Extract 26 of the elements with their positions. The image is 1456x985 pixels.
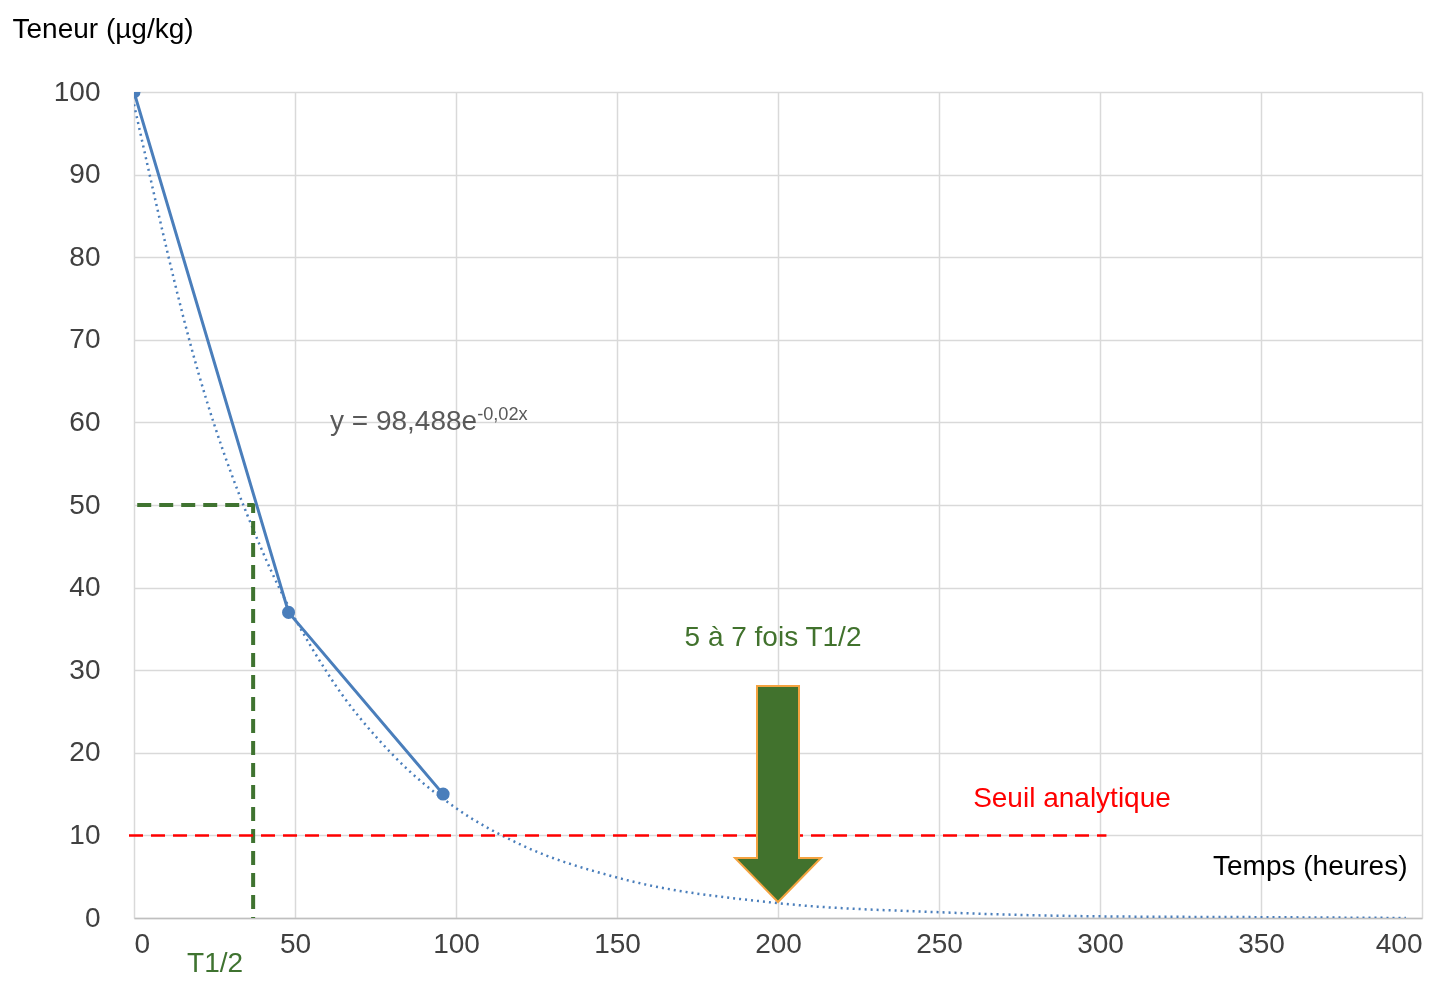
x-tick-label: 400 [1375,927,1423,959]
x-axis-title: Temps (heures) [1212,849,1408,881]
x-tick-label: 200 [755,927,802,959]
y-tick-label: 10 [69,818,101,850]
x-tick-label: 100 [433,927,480,959]
x-tick-label: 50 [279,927,312,959]
y-tick-label: 30 [69,653,101,685]
y-tick-label: 70 [69,323,101,355]
y-tick-label: 90 [69,158,101,190]
y-tick-label: 80 [69,240,101,272]
ref-line-label: Seuil analytique [973,782,1171,814]
x-tick-label: 350 [1238,927,1285,959]
y-tick-label: 20 [69,736,101,768]
x-tick-label: 300 [1077,927,1124,959]
x-tick-label: 150 [594,927,641,959]
y-tick-label: 100 [53,75,101,107]
annotation: y = 98,488e$^{-0,02x}$ [330,404,528,436]
x-tick-label: 250 [916,927,963,959]
y-tick-label: 60 [69,405,101,437]
x-tick-label: 0 [134,927,151,959]
y-tick-label: 40 [69,571,101,603]
y-tick-label: 0 [84,901,101,933]
y-axis-title: Teneur (µg/kg) [12,12,194,44]
annotation: T1/2 [187,947,244,978]
y-tick-label: 50 [69,488,101,520]
annotation: 5 à 7 fois T1/2 [684,621,862,652]
